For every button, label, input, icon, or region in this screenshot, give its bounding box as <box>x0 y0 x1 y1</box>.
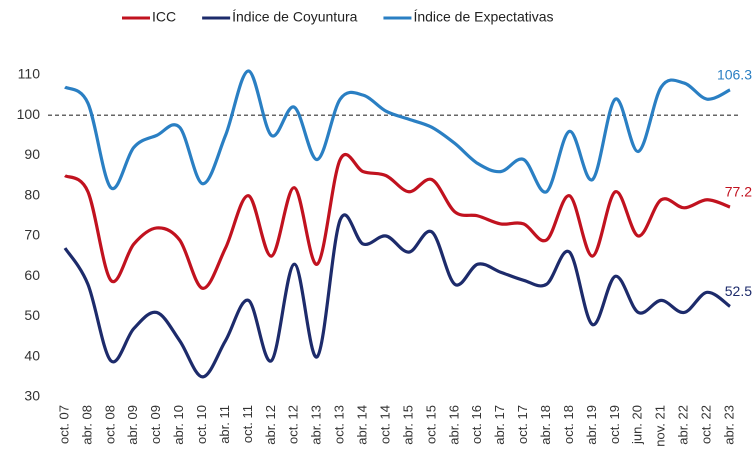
legend-label: Índice de Coyuntura <box>232 9 358 25</box>
x-tick-label: abr. 18 <box>538 405 553 445</box>
x-tick-label: oct. 14 <box>377 405 392 444</box>
x-tick-label: oct. 15 <box>423 405 438 444</box>
y-tick-label: 60 <box>24 267 40 283</box>
legend-label: Índice de Expectativas <box>413 9 553 25</box>
value-label: 77.2 <box>725 184 752 200</box>
x-tick-label: abr. 15 <box>400 405 415 445</box>
x-tick-label: oct. 18 <box>561 405 576 444</box>
x-tick-label: abr. 08 <box>79 405 94 445</box>
x-tick-label: oct. 10 <box>194 405 209 444</box>
x-tick-label: abr. 23 <box>721 405 736 445</box>
x-tick-label: oct. 11 <box>240 405 255 443</box>
y-tick-label: 100 <box>17 106 41 122</box>
legend-item: ICC <box>122 9 176 25</box>
x-tick-label: oct. 19 <box>607 405 622 444</box>
series-line <box>64 152 731 290</box>
y-tick-label: 80 <box>24 186 40 202</box>
x-tick-label: oct. 07 <box>56 405 71 444</box>
series-line <box>64 69 731 194</box>
x-tick-label: abr. 16 <box>446 405 461 445</box>
x-tick-label: nov. 21 <box>653 405 668 447</box>
y-tick-label: 90 <box>24 146 40 162</box>
x-tick-label: oct. 16 <box>469 405 484 444</box>
legend-item: Índice de Expectativas <box>383 9 554 25</box>
y-tick-label: 70 <box>24 227 40 243</box>
y-tick-label: 110 <box>18 66 41 82</box>
x-tick-label: abr. 11 <box>217 405 232 444</box>
x-tick-label: oct. 08 <box>102 405 117 444</box>
x-tick-label: abr. 19 <box>584 405 599 445</box>
x-tick-label: abr. 09 <box>125 405 140 445</box>
x-tick-label: jun. 20 <box>630 405 645 445</box>
y-tick-label: 30 <box>24 388 40 404</box>
y-tick-label: 40 <box>24 347 40 363</box>
value-label: 52.5 <box>725 283 752 299</box>
x-tick-label: abr. 12 <box>263 405 278 445</box>
x-tick-label: abr. 17 <box>492 405 507 445</box>
x-tick-label: abr. 22 <box>676 405 691 445</box>
legend-label: ICC <box>152 9 176 25</box>
x-tick-label: abr. 10 <box>171 405 186 445</box>
x-tick-label: oct. 17 <box>515 405 530 444</box>
value-label: 106.3 <box>717 67 752 83</box>
x-tick-label: abr. 14 <box>355 405 370 445</box>
series-line <box>63 213 731 379</box>
x-tick-label: oct. 09 <box>148 405 163 444</box>
y-tick-label: 50 <box>24 307 40 323</box>
x-tick-label: oct. 22 <box>699 405 714 444</box>
x-tick-label: oct. 13 <box>332 405 347 444</box>
x-tick-label: oct. 12 <box>286 405 301 444</box>
x-tick-label: abr. 13 <box>309 405 324 445</box>
legend-item: Índice de Coyuntura <box>202 9 358 25</box>
